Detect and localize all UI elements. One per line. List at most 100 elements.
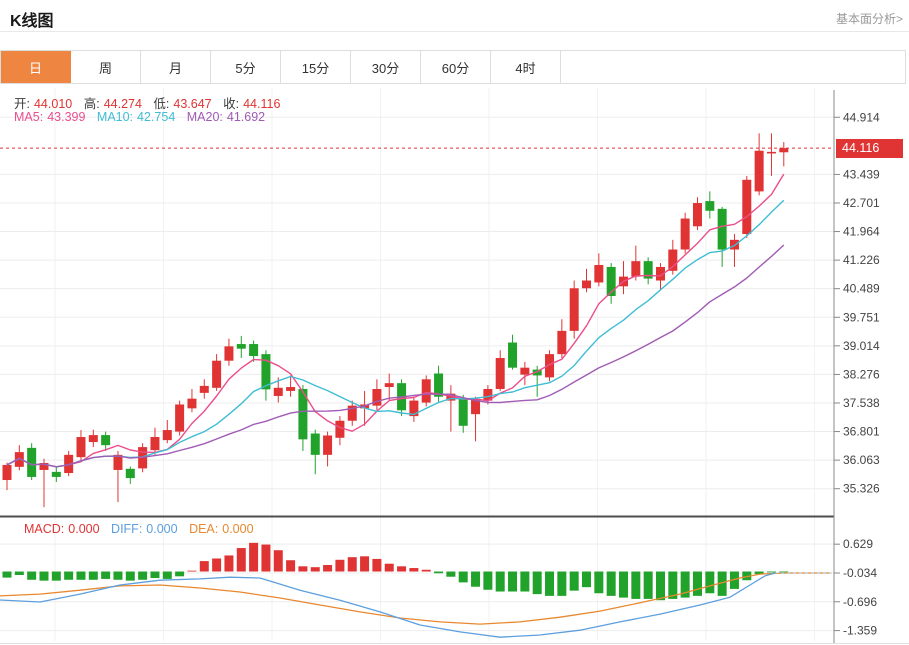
ma5-value: 43.399 — [47, 110, 86, 124]
dea-line — [0, 572, 830, 625]
tab-4hour[interactable]: 4时 — [491, 51, 561, 83]
macd-bar-negative — [742, 571, 752, 581]
macd-bar-positive — [323, 565, 333, 572]
candle-body-up — [199, 385, 209, 393]
macd-bar-positive — [236, 548, 246, 572]
price-tick-label: 44.914 — [843, 110, 880, 124]
price-tick-label: 40.489 — [843, 282, 880, 296]
candle-body-up — [766, 151, 776, 154]
macd-bar-negative — [64, 571, 74, 580]
macd-bar-positive — [347, 557, 357, 572]
macd-bar-negative — [532, 571, 542, 595]
macd-bar-negative — [569, 571, 579, 591]
price-tick-label: 36.801 — [843, 425, 880, 439]
page-title: K线图 — [10, 13, 54, 30]
candle-body-up — [520, 367, 530, 375]
macd-bar-negative — [779, 571, 789, 573]
low-value: 43.647 — [173, 97, 212, 111]
macd-bar-positive — [335, 559, 345, 572]
macd-bar-positive — [224, 555, 234, 572]
macd-bar-positive — [298, 566, 308, 572]
candle-body-up — [113, 454, 123, 470]
candle-body-down — [717, 208, 727, 250]
price-tick-label: 43.439 — [843, 167, 880, 181]
candle-body-up — [175, 404, 185, 432]
macd-bar-negative — [582, 571, 592, 588]
price-tick-label: 39.014 — [843, 339, 880, 353]
candle-body-up — [495, 357, 505, 389]
period-tabbar: 日 周 月 5分 15分 30分 60分 4时 — [0, 50, 906, 84]
macd-tick-label: 0.629 — [843, 537, 873, 551]
candle-body-down — [261, 354, 271, 390]
candle-body-up — [692, 203, 702, 227]
candle-body-down — [434, 373, 444, 397]
macd-bar-negative — [766, 571, 776, 573]
candle-body-down — [236, 344, 246, 349]
macd-bar-negative — [557, 571, 567, 596]
macd-bar-negative — [51, 571, 61, 581]
tab-5min[interactable]: 5分 — [211, 51, 281, 83]
macd-bar-negative — [471, 571, 481, 587]
macd-bar-negative — [508, 571, 518, 592]
macd-bar-negative — [594, 571, 604, 594]
candle-body-down — [125, 468, 135, 479]
candle-body-up — [384, 383, 394, 388]
tab-week[interactable]: 周 — [71, 51, 141, 83]
macd-bar-negative — [27, 571, 37, 580]
tab-month[interactable]: 月 — [141, 51, 211, 83]
macd-bar-negative — [754, 571, 764, 575]
macd-bar-negative — [175, 571, 185, 577]
dea-label: DEA: — [189, 522, 219, 536]
macd-bar-negative — [643, 571, 653, 599]
ohlc-readout: 开: 44.010 高: 44.274 低: 43.647 收: 44.116 — [14, 93, 288, 112]
fundamental-analysis-link[interactable]: 基本面分析> — [835, 12, 903, 26]
macd-bar-negative — [150, 571, 160, 579]
macd-bar-negative — [101, 571, 111, 579]
macd-bar-negative — [705, 571, 715, 594]
macd-bar-negative — [495, 571, 505, 592]
candle-body-up — [779, 148, 789, 153]
candle-body-down — [298, 388, 308, 440]
price-tick-label: 37.538 — [843, 396, 880, 410]
candle-body-up — [212, 360, 222, 388]
macd-tick-label: -0.696 — [843, 595, 877, 609]
price-tick-label: 38.276 — [843, 367, 880, 381]
tab-30min[interactable]: 30分 — [351, 51, 421, 83]
kline-chart-area[interactable]: 44.914 43.439 42.701 41.964 41.226 40.489 39.7… — [0, 84, 909, 645]
candle-body-down — [532, 369, 542, 376]
candle-body-up — [409, 400, 419, 417]
candle-body-up — [483, 388, 493, 401]
price-tick-label: 36.063 — [843, 453, 880, 467]
tab-60min[interactable]: 60分 — [421, 51, 491, 83]
macd-bar-negative — [680, 571, 690, 598]
candle-body-down — [508, 342, 518, 368]
candle-body-up — [88, 435, 98, 443]
current-price-badge: 44.116 — [836, 139, 903, 158]
macd-bar-positive — [273, 550, 283, 572]
candle-body-up — [471, 399, 481, 415]
macd-bar-negative — [729, 571, 739, 589]
macd-bar-positive — [310, 567, 320, 572]
tab-15min[interactable]: 15分 — [281, 51, 351, 83]
ma5-line — [6, 173, 785, 468]
candle-body-up — [594, 265, 604, 283]
ma5-label: MA5: — [14, 110, 44, 124]
high-value: 44.274 — [103, 97, 142, 111]
candle-body-up — [421, 379, 431, 403]
candle-body-up — [323, 435, 333, 455]
candle-body-down — [249, 344, 259, 357]
candle-body-down — [101, 435, 111, 446]
open-label: 开: — [14, 97, 30, 111]
candle-body-up — [76, 437, 86, 458]
macd-bar-negative — [39, 571, 49, 581]
dea-value: 0.000 — [222, 522, 254, 536]
candle-body-up — [742, 179, 752, 235]
candle-body-up — [631, 261, 641, 277]
macd-tick-label: -0.034 — [843, 566, 877, 580]
candle-body-down — [705, 201, 715, 211]
price-tick-label: 42.701 — [843, 196, 880, 210]
price-tick-label: 35.326 — [843, 482, 880, 496]
kline-chart-canvas[interactable]: 44.914 43.439 42.701 41.964 41.226 40.489 39.7… — [0, 84, 909, 645]
tab-day[interactable]: 日 — [1, 51, 71, 83]
macd-bar-negative — [619, 571, 628, 598]
